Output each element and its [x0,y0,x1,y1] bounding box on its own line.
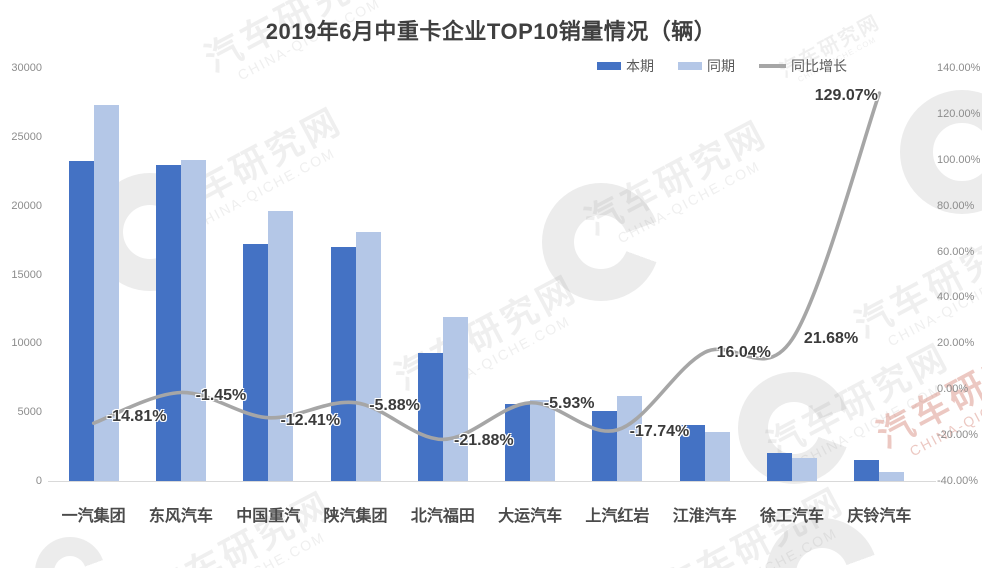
bar-previous-period [180,160,206,481]
growth-data-label: -12.41% [280,411,341,429]
bar-previous-period [442,317,468,481]
chart-title: 2019年6月中重卡企业TOP10销量情况（辆） [265,19,717,44]
x-axis-category-label: 大运汽车 [498,508,563,525]
legend-item-undefined: 同期 [678,56,735,76]
y-left-tick: 20000 [11,199,42,212]
y-right-tick: 40.00% [937,291,975,304]
bar-current-period [417,352,443,481]
growth-data-label: 16.04% [716,344,771,362]
y-left-tick: 10000 [11,337,42,350]
y-right-tick: 120.00% [937,107,981,120]
bar-previous-period [355,232,381,481]
legend-label: 同比增长 [791,58,847,74]
growth-data-label: -5.93% [543,394,595,412]
x-axis-category-label: 陕汽集团 [323,508,388,525]
y-right-tick: 80.00% [937,199,975,212]
y-left-tick: 30000 [11,62,42,74]
bar-current-period [68,160,94,481]
x-axis-category-label: 一汽集团 [61,508,126,525]
y-left-tick: 25000 [11,130,42,143]
bar-current-period [243,244,269,481]
x-axis-category-label: 庆铃汽车 [847,508,912,525]
growth-data-label: 21.68% [803,330,859,348]
x-axis-category-label: 徐工汽车 [760,508,825,525]
bar-current-period [155,164,181,481]
growth-data-label: -14.81% [106,408,167,426]
legend-label: 本期 [626,58,654,74]
y-left-tick: 15000 [11,268,42,281]
growth-data-label: -5.88% [369,396,420,414]
y-right-tick: 20.00% [937,337,975,350]
x-axis-line [48,481,936,482]
x-axis-category-label: 北汽福田 [410,508,475,525]
legend-item-undefined: 本期 [597,56,654,76]
bar-previous-period [704,432,730,481]
legend-swatch-icon [759,64,786,68]
bar-previous-period [268,210,294,481]
bar-current-period [592,411,618,481]
y-left-tick: 0 [35,475,42,487]
y-right-tick: 100.00% [937,153,981,166]
legend-swatch-icon [597,62,621,70]
bar-previous-period [879,472,905,481]
x-axis-category-label: 东风汽车 [148,508,213,525]
x-axis-category-label: 上汽红岩 [585,508,650,525]
legend-label: 同期 [707,58,735,74]
bar-previous-period [792,458,818,481]
legend: 本期 同期 同比增长 [597,56,847,76]
growth-data-label: -21.88% [454,432,514,450]
y-right-tick: -40.00% [937,475,978,487]
growth-data-label: -1.45% [195,386,247,404]
legend-swatch-icon [678,62,702,70]
growth-data-label: 129.07% [814,87,878,105]
y-left-tick: 5000 [17,406,42,419]
growth-data-label: -17.74% [629,422,690,440]
legend-item-undefined: 同比增长 [759,56,847,76]
y-right-tick: -20.00% [937,429,978,442]
x-axis-category-label: 中国重汽 [236,508,301,525]
bar-current-period [854,460,880,481]
y-right-tick: 140.00% [937,62,981,74]
bar-current-period [767,453,793,481]
y-right-tick: 0.00% [937,383,969,396]
bar-current-period [330,246,356,481]
y-right-tick: 60.00% [937,245,975,258]
x-axis-category-label: 江淮汽车 [672,508,737,525]
